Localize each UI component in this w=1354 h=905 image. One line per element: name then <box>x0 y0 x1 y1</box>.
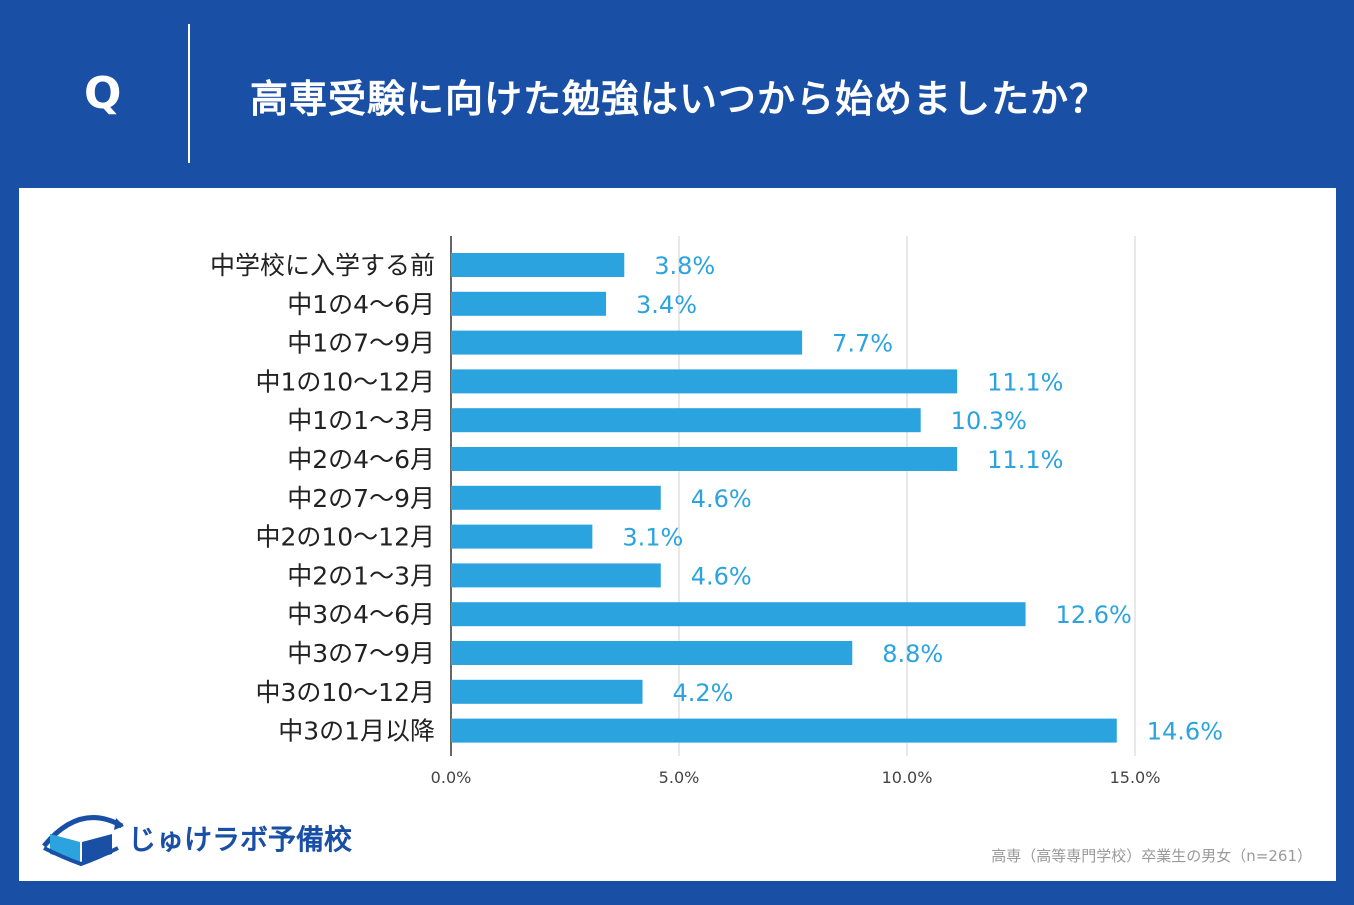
bar-6 <box>451 485 661 510</box>
brand-name: じゅけラボ予備校 <box>128 823 353 856</box>
category-label-5: 中2の4～6月 <box>287 445 435 474</box>
category-label-2: 中1の7～9月 <box>287 329 435 358</box>
category-label-8: 中2の1～3月 <box>287 561 435 590</box>
value-label-6: 4.6% <box>691 485 752 513</box>
value-label-5: 11.1% <box>987 446 1063 474</box>
bar-7 <box>451 524 593 549</box>
category-label-12: 中3の1月以降 <box>278 717 435 746</box>
x-tick-label-3: 15.0% <box>1110 768 1161 787</box>
category-label-1: 中1の4～6月 <box>287 290 435 319</box>
x-tick-label-0: 0.0% <box>431 768 472 787</box>
chart-panel: 中学校に入学する前 3.8% 中1の4～6月 3.4% 中1の7～9月 7.7% 中1の10… <box>19 188 1336 881</box>
category-label-0: 中学校に入学する前 <box>210 251 435 280</box>
bar-2 <box>451 330 803 355</box>
category-label-3: 中1の10～12月 <box>255 367 435 396</box>
sample-footnote: 高専（高等専門学校）卒業生の男女（n=261） <box>991 847 1312 865</box>
value-label-0: 3.8% <box>654 252 715 280</box>
value-label-1: 3.4% <box>636 291 697 319</box>
bar-10 <box>451 641 853 665</box>
bar-11 <box>451 679 643 704</box>
category-label-11: 中3の10～12月 <box>255 678 435 707</box>
category-label-10: 中3の7～9月 <box>287 639 435 668</box>
value-label-8: 4.6% <box>691 562 752 590</box>
book-logo-icon <box>42 815 124 866</box>
category-label-9: 中3の4～6月 <box>287 600 435 629</box>
value-label-11: 4.2% <box>673 679 734 707</box>
bar-8 <box>451 563 661 588</box>
bar-chart: 中学校に入学する前 3.8% 中1の4～6月 3.4% 中1の7～9月 7.7% 中1の10… <box>210 236 1223 787</box>
value-label-2: 7.7% <box>832 330 893 358</box>
bar-12 <box>451 718 1117 743</box>
category-label-7: 中2の10～12月 <box>255 523 435 552</box>
header-divider <box>188 24 190 163</box>
bar-5 <box>451 447 958 471</box>
bar-9 <box>451 602 1026 627</box>
x-tick-label-2: 10.0% <box>882 768 933 787</box>
bar-0 <box>451 253 625 277</box>
question-mark: Q <box>84 68 122 119</box>
category-label-6: 中2の7～9月 <box>287 484 435 513</box>
value-label-7: 3.1% <box>622 524 683 552</box>
value-label-9: 12.6% <box>1056 601 1132 629</box>
category-label-4: 中1の1～3月 <box>287 406 435 435</box>
value-label-12: 14.6% <box>1147 718 1223 746</box>
bar-1 <box>451 291 607 316</box>
question-title: 高専受験に向けた勉強はいつから始めましたか？ <box>250 77 1109 121</box>
bar-3 <box>451 369 958 394</box>
question-header: Q 高専受験に向けた勉強はいつから始めましたか？ <box>0 0 1354 188</box>
x-tick-label-1: 5.0% <box>659 768 700 787</box>
bar-4 <box>451 408 921 433</box>
value-label-3: 11.1% <box>987 368 1063 396</box>
value-label-10: 8.8% <box>882 640 943 668</box>
brand-logo: じゅけラボ予備校 <box>40 808 360 866</box>
value-label-4: 10.3% <box>951 407 1027 435</box>
